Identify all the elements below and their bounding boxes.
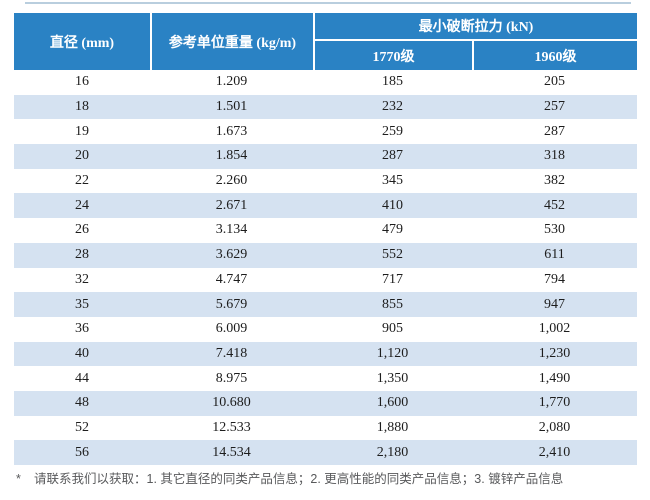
cell-force-1770: 552 [382,247,403,263]
table-row: 22 2.260 345 382 [14,169,637,194]
cell-force-1960: 318 [544,148,565,164]
cell-diameter: 35 [75,296,89,312]
table-row: 36 6.009 905 1,002 [14,317,637,342]
cell-diameter: 52 [75,419,89,435]
cell-unit-weight: 1.673 [215,123,248,139]
cell-diameter: 22 [75,173,89,189]
table-row: 52 12.533 1,880 2,080 [14,416,637,441]
table-row: 18 1.501 232 257 [14,94,637,120]
table-row: 44 8.975 1,350 1,490 [14,366,637,391]
cell-diameter: 48 [75,395,89,411]
table-row: 40 7.418 1,120 1,230 [14,341,637,367]
footnote-text: 请联系我们以获取：1. 其它直径的同类产品信息；2. 更高性能的同类产品信息；3… [34,472,564,486]
cell-unit-weight: 1.501 [215,99,248,115]
cell-force-1960: 2,080 [538,419,571,435]
cell-unit-weight: 10.680 [212,395,251,411]
table-row: 48 10.680 1,600 1,770 [14,390,637,416]
cell-force-1770: 1,880 [376,419,409,435]
table-row: 16 1.209 185 205 [14,70,637,95]
cell-force-1770: 287 [382,148,403,164]
cell-force-1960: 1,230 [538,345,571,361]
cell-force-1960: 1,770 [538,395,571,411]
cell-force-1770: 232 [382,99,403,115]
table-row: 56 14.534 2,180 2,410 [14,440,637,465]
header-cell-grade-1960: 1960级 [472,41,637,70]
cell-force-1770: 1,350 [376,370,409,386]
cell-unit-weight: 4.747 [215,271,248,287]
cell-force-1960: 947 [544,296,565,312]
table-row: 32 4.747 717 794 [14,268,637,293]
cell-diameter: 56 [75,444,89,460]
cell-force-1960: 530 [544,222,565,238]
cell-unit-weight: 6.009 [215,321,248,337]
header-cell-unit-weight: 参考单位重量 (kg/m) [150,13,313,70]
cell-force-1770: 410 [382,197,403,213]
cell-force-1770: 1,600 [376,395,409,411]
table-row: 24 2.671 410 452 [14,193,637,219]
cell-unit-weight: 12.533 [212,419,251,435]
cell-unit-weight: 3.629 [215,247,248,263]
cell-force-1770: 855 [382,296,403,312]
header-cell-grade-1770: 1770级 [313,41,472,70]
top-divider-line [25,2,631,4]
cell-unit-weight: 7.418 [215,345,248,361]
cell-unit-weight: 5.679 [215,296,248,312]
cell-diameter: 24 [75,197,89,213]
table-row: 28 3.629 552 611 [14,242,637,268]
header-cell-diameter: 直径 (mm) [49,35,115,51]
cell-unit-weight: 1.854 [215,148,248,164]
cell-diameter: 19 [75,123,89,139]
cell-force-1770: 259 [382,123,403,139]
footnote-asterisk: * [16,472,21,486]
cell-force-1770: 345 [382,173,403,189]
cell-force-1770: 185 [382,74,403,90]
cell-diameter: 20 [75,148,89,164]
cell-force-1960: 1,490 [538,370,571,386]
footnote: * 请联系我们以获取：1. 其它直径的同类产品信息；2. 更高性能的同类产品信息… [16,471,636,488]
table-header: 直径 (mm) 参考单位重量 (kg/m) 最小破断拉力 (kN) 1770级 … [14,13,637,70]
cell-force-1960: 452 [544,197,565,213]
cell-diameter: 28 [75,247,89,263]
table-row: 35 5.679 855 947 [14,292,637,317]
table-row: 26 3.134 479 530 [14,218,637,243]
cell-diameter: 36 [75,321,89,337]
cell-force-1960: 1,002 [538,321,571,337]
header-cell-breaking-force-group: 最小破断拉力 (kN) [313,13,637,41]
cell-force-1960: 382 [544,173,565,189]
cell-diameter: 16 [75,74,89,90]
cell-diameter: 40 [75,345,89,361]
cell-force-1960: 287 [544,123,565,139]
wire-rope-spec-table: 直径 (mm) 参考单位重量 (kg/m) 最小破断拉力 (kN) 1770级 … [14,13,637,465]
cell-unit-weight: 3.134 [215,222,248,238]
cell-force-1960: 794 [544,271,565,287]
table-row: 19 1.673 259 287 [14,119,637,144]
cell-diameter: 44 [75,370,89,386]
cell-diameter: 32 [75,271,89,287]
cell-unit-weight: 2.671 [215,197,248,213]
cell-force-1770: 479 [382,222,403,238]
cell-unit-weight: 2.260 [215,173,248,189]
cell-force-1770: 2,180 [376,444,409,460]
table-row: 20 1.854 287 318 [14,144,637,169]
cell-unit-weight: 14.534 [212,444,251,460]
cell-force-1770: 905 [382,321,403,337]
cell-force-1960: 2,410 [538,444,571,460]
cell-force-1960: 205 [544,74,565,90]
cell-force-1960: 611 [544,247,565,263]
cell-force-1960: 257 [544,99,565,115]
cell-force-1770: 717 [382,271,403,287]
table-body: 16 1.209 185 205 18 1.501 232 257 19 1.673 259 287 2… [14,70,637,465]
cell-unit-weight: 8.975 [215,370,248,386]
cell-unit-weight: 1.209 [215,74,248,90]
cell-diameter: 26 [75,222,89,238]
cell-force-1770: 1,120 [376,345,409,361]
cell-diameter: 18 [75,99,89,115]
